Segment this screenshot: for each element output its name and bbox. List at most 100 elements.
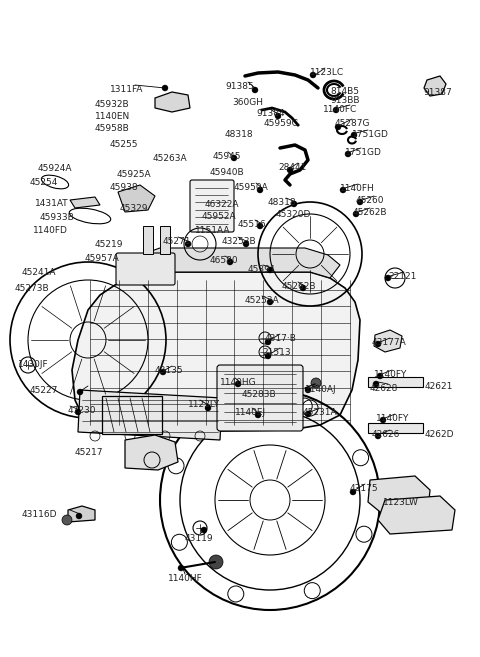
Circle shape	[235, 381, 241, 387]
Circle shape	[377, 373, 383, 379]
Text: 1431AT: 1431AT	[35, 199, 69, 208]
Polygon shape	[72, 272, 360, 432]
Text: 42628: 42628	[370, 384, 398, 393]
Circle shape	[340, 187, 346, 193]
Circle shape	[265, 339, 271, 345]
Text: 28441: 28441	[278, 163, 306, 172]
Text: 45271: 45271	[163, 237, 192, 246]
Text: 43253B: 43253B	[222, 237, 257, 246]
Text: 46322A: 46322A	[205, 200, 240, 209]
Text: 1140FY: 1140FY	[374, 370, 408, 379]
Text: 43177A: 43177A	[372, 338, 407, 347]
Circle shape	[257, 223, 263, 229]
Circle shape	[168, 458, 184, 474]
Circle shape	[76, 513, 82, 519]
Text: 45254: 45254	[30, 178, 59, 187]
Text: 45952A: 45952A	[202, 212, 237, 221]
FancyBboxPatch shape	[190, 180, 234, 232]
Text: 45263A: 45263A	[153, 154, 188, 163]
Text: 1140HG: 1140HG	[220, 378, 257, 387]
Circle shape	[255, 412, 261, 418]
Circle shape	[252, 87, 258, 93]
Circle shape	[350, 489, 356, 495]
Text: 45329: 45329	[120, 204, 148, 213]
Text: 45940B: 45940B	[210, 168, 245, 177]
Circle shape	[205, 405, 211, 411]
Text: 43175: 43175	[350, 484, 379, 493]
Text: 814B5: 814B5	[330, 87, 359, 96]
Text: 45932B: 45932B	[95, 100, 130, 109]
Polygon shape	[118, 185, 155, 212]
Text: 45283B: 45283B	[242, 390, 276, 399]
Text: 45287G: 45287G	[335, 119, 371, 128]
Text: 45227: 45227	[30, 386, 59, 395]
Circle shape	[345, 151, 351, 157]
Circle shape	[305, 387, 311, 393]
Circle shape	[375, 433, 381, 439]
Bar	[368, 377, 423, 387]
Text: 1140FC: 1140FC	[323, 105, 357, 114]
Text: 4262D: 4262D	[425, 430, 455, 439]
Text: 4317·B: 4317·B	[265, 334, 297, 343]
Circle shape	[77, 389, 83, 395]
Circle shape	[353, 211, 359, 217]
Polygon shape	[78, 390, 222, 440]
Polygon shape	[125, 435, 178, 470]
Circle shape	[160, 369, 166, 375]
Circle shape	[162, 85, 168, 91]
Circle shape	[304, 583, 320, 599]
Text: 1140EN: 1140EN	[95, 112, 130, 121]
Circle shape	[243, 241, 249, 247]
Text: 43119: 43119	[185, 534, 214, 543]
Text: 91387: 91387	[423, 88, 452, 97]
Circle shape	[171, 534, 187, 551]
Text: 1123LW: 1123LW	[383, 498, 419, 507]
Polygon shape	[128, 248, 340, 278]
Text: 45231A: 45231A	[303, 408, 337, 417]
Circle shape	[380, 417, 386, 423]
Circle shape	[335, 124, 341, 130]
Circle shape	[201, 527, 207, 533]
Text: 45925A: 45925A	[117, 170, 152, 179]
Text: 1430JF: 1430JF	[18, 360, 48, 369]
Text: 45933B: 45933B	[40, 213, 75, 222]
Text: 1751GD: 1751GD	[352, 130, 389, 139]
Text: 45217: 45217	[75, 448, 104, 457]
Text: 43116D: 43116D	[22, 510, 58, 519]
Circle shape	[296, 398, 312, 414]
Circle shape	[305, 411, 311, 417]
Text: 48318: 48318	[225, 130, 253, 139]
Text: 45253A: 45253A	[245, 296, 280, 305]
Circle shape	[385, 275, 391, 281]
Polygon shape	[70, 197, 100, 208]
Circle shape	[267, 299, 273, 305]
Text: 43135: 43135	[155, 366, 184, 375]
Text: 1140AJ: 1140AJ	[305, 385, 336, 394]
Circle shape	[375, 341, 381, 347]
Circle shape	[265, 353, 271, 359]
Circle shape	[353, 450, 369, 466]
Text: 46580: 46580	[210, 256, 239, 265]
Text: 1151AA: 1151AA	[195, 226, 230, 235]
Text: 45957A: 45957A	[85, 254, 120, 263]
Bar	[368, 423, 423, 433]
Text: 42626: 42626	[372, 430, 400, 439]
Text: 1140HF: 1140HF	[168, 574, 203, 583]
Circle shape	[275, 113, 281, 119]
Circle shape	[373, 381, 379, 387]
Text: 1123LC: 1123LC	[310, 68, 344, 77]
Text: 1140FH: 1140FH	[340, 184, 375, 193]
Text: 45241A: 45241A	[22, 268, 57, 277]
Circle shape	[300, 285, 306, 291]
Text: 45959C: 45959C	[264, 119, 299, 128]
Text: 360GH: 360GH	[232, 98, 263, 107]
Text: 45320D: 45320D	[276, 210, 312, 219]
Text: 45938: 45938	[110, 183, 139, 192]
Text: 45273B: 45273B	[15, 284, 49, 293]
Text: 45260: 45260	[356, 196, 384, 205]
Text: 45924A: 45924A	[38, 164, 72, 173]
Text: 45945: 45945	[213, 152, 241, 161]
Circle shape	[311, 378, 321, 388]
Text: 91385: 91385	[225, 82, 254, 91]
Text: 1751GD: 1751GD	[345, 148, 382, 157]
